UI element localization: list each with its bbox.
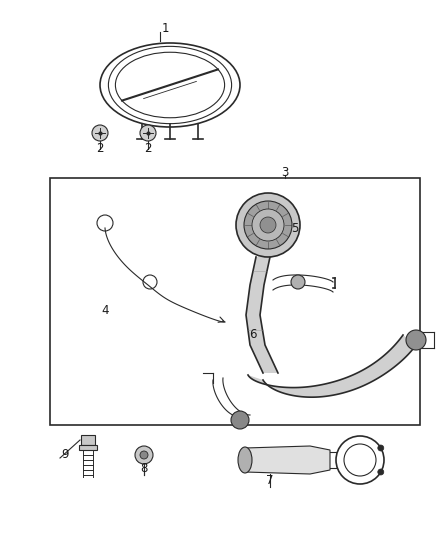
Bar <box>81 435 95 445</box>
Text: 5: 5 <box>291 222 299 235</box>
Text: 2: 2 <box>96 141 104 155</box>
Text: 7: 7 <box>266 473 274 487</box>
Text: 6: 6 <box>249 328 257 342</box>
Text: 8: 8 <box>140 462 148 474</box>
Circle shape <box>291 275 305 289</box>
Polygon shape <box>246 257 278 373</box>
Circle shape <box>260 217 276 233</box>
Text: 4: 4 <box>101 303 109 317</box>
Ellipse shape <box>238 447 252 473</box>
Circle shape <box>406 330 426 350</box>
Polygon shape <box>245 446 330 474</box>
Bar <box>50 178 420 425</box>
Circle shape <box>92 125 108 141</box>
Text: 1: 1 <box>161 21 169 35</box>
Polygon shape <box>248 335 416 397</box>
Circle shape <box>244 201 292 249</box>
Circle shape <box>140 125 156 141</box>
Circle shape <box>140 451 148 459</box>
Circle shape <box>252 209 284 241</box>
Text: 9: 9 <box>61 448 69 462</box>
Circle shape <box>378 445 384 451</box>
Circle shape <box>231 411 249 429</box>
Bar <box>79 445 97 450</box>
Circle shape <box>135 446 153 464</box>
Circle shape <box>378 469 384 475</box>
Text: 2: 2 <box>144 141 152 155</box>
Circle shape <box>236 193 300 257</box>
Text: 3: 3 <box>281 166 289 179</box>
